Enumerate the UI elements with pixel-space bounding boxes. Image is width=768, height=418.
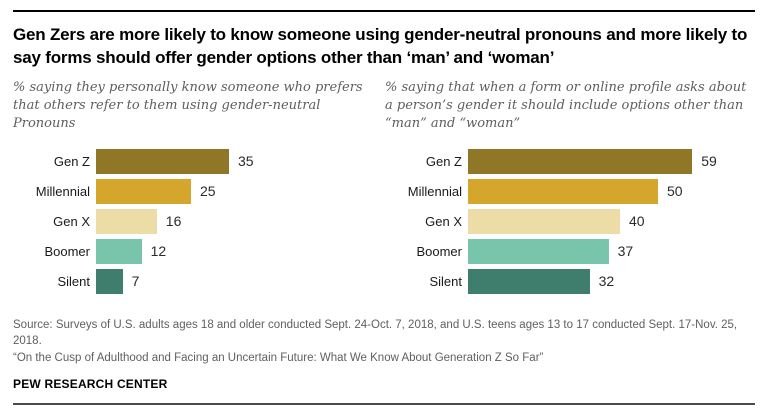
- chart-row: Gen X 16: [13, 208, 370, 234]
- value-label: 32: [598, 273, 615, 290]
- top-rule: [13, 10, 755, 12]
- bar: [468, 208, 620, 234]
- bar: [468, 268, 590, 294]
- chart-row: Gen Z 59: [385, 148, 753, 174]
- bar: [468, 178, 658, 204]
- category-label: Boomer: [44, 243, 90, 259]
- left-chart-subtitle: % saying they personally know someone wh…: [13, 79, 363, 131]
- value-label: 7: [131, 273, 140, 290]
- right-bar-chart: Gen Z 59 Millennial 50 Gen X 40 Boomer 37 Silent…: [385, 148, 753, 299]
- value-label: 37: [617, 243, 634, 260]
- category-label: Boomer: [416, 243, 462, 259]
- chart-title: Gen Zers are more likely to know someone…: [13, 25, 748, 68]
- value-label: 25: [200, 183, 216, 200]
- value-label: 50: [667, 183, 683, 200]
- chart-row: Gen X 40: [385, 208, 753, 234]
- chart-row: Millennial 25: [13, 178, 370, 204]
- value-label: 59: [701, 153, 717, 170]
- chart-row: Boomer 37: [385, 238, 753, 264]
- category-label: Silent: [429, 273, 462, 289]
- value-label: 35: [238, 153, 254, 170]
- bar: [468, 148, 693, 174]
- value-label: 16: [165, 213, 182, 230]
- category-label: Millennial: [407, 183, 462, 199]
- category-label: Gen X: [53, 213, 90, 229]
- category-label: Gen X: [425, 213, 462, 229]
- value-label: 12: [150, 243, 167, 260]
- bar: [96, 178, 191, 204]
- category-label: Millennial: [35, 183, 90, 199]
- report-title-note: “On the Cusp of Adulthood and Facing an …: [13, 352, 544, 365]
- bar: [96, 148, 229, 174]
- bar: [96, 238, 142, 264]
- category-label: Gen Z: [425, 153, 462, 169]
- chart-row: Silent 32: [385, 268, 753, 294]
- bar: [96, 268, 123, 294]
- bar: [468, 238, 609, 264]
- bar: [96, 208, 157, 234]
- pew-research-center-wordmark: PEW RESEARCH CENTER: [13, 376, 168, 391]
- category-label: Gen Z: [53, 153, 90, 169]
- left-bar-chart: Gen Z 35 Millennial 25 Gen X 16 Boomer 12 Silent…: [13, 148, 370, 299]
- chart-row: Boomer 12: [13, 238, 370, 264]
- value-label: 40: [629, 213, 645, 230]
- source-note: Source: Surveys of U.S. adults ages 18 a…: [13, 318, 738, 348]
- bottom-rule: [13, 403, 755, 405]
- chart-row: Millennial 50: [385, 178, 753, 204]
- right-chart-subtitle: % saying that when a form or online prof…: [385, 79, 747, 131]
- category-label: Silent: [57, 273, 90, 289]
- chart-row: Gen Z 35: [13, 148, 370, 174]
- chart-row: Silent 7: [13, 268, 370, 294]
